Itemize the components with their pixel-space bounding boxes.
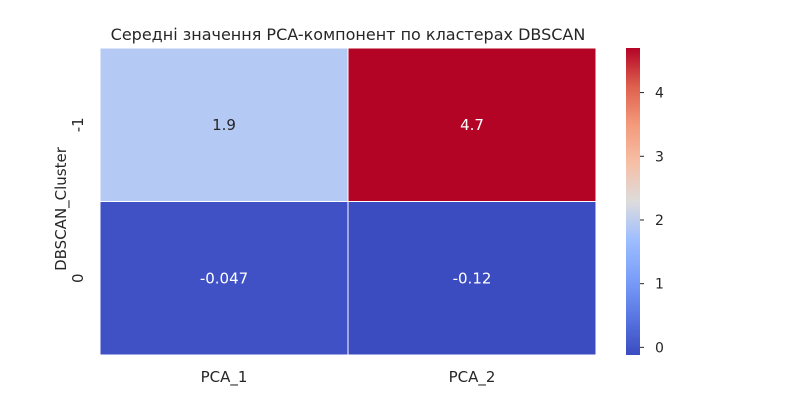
colorbar-tick-label: 4 — [655, 86, 664, 102]
y-tick-label: 0 — [69, 273, 87, 283]
x-tick-label: PCA_2 — [449, 368, 496, 387]
heatmap-cell-label: -0.047 — [200, 269, 248, 287]
heatmap-cell-label: 4.7 — [460, 116, 484, 134]
heatmap-cell — [347, 47, 597, 202]
heatmap-cell-labels: 1.9 4.7 -0.047 -0.12 — [200, 116, 492, 288]
heatmap-cell — [99, 201, 349, 356]
heatmap-cell — [347, 201, 597, 356]
colorbar-tick-label: 0 — [655, 340, 664, 356]
x-axis-ticks: PCA_1 PCA_2 — [201, 368, 496, 387]
y-axis-label: DBSCAN_Cluster — [52, 146, 71, 271]
x-tick-label: PCA_1 — [201, 368, 248, 387]
colorbar-tick-label: 3 — [655, 149, 664, 165]
heatmap-cell-label: 1.9 — [212, 116, 236, 134]
colorbar — [626, 48, 640, 355]
colorbar-tick-label: 2 — [655, 213, 664, 229]
y-tick-label: -1 — [69, 117, 87, 132]
colorbar-ticks: 0 1 2 3 4 — [640, 86, 664, 356]
chart-title: Середні значення PCA-компонент по класте… — [111, 25, 586, 44]
heatmap-cells — [99, 47, 597, 356]
heatmap-cell — [99, 47, 349, 202]
colorbar-tick-label: 1 — [655, 277, 664, 293]
y-axis-ticks: -1 0 — [69, 117, 87, 283]
heatmap-cell-label: -0.12 — [453, 269, 492, 287]
